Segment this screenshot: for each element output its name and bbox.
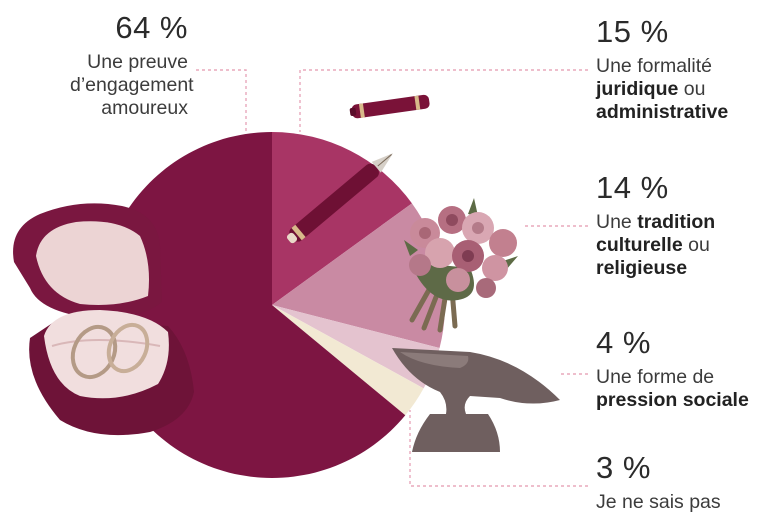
category-label: Une forme de pression sociale [596, 365, 749, 411]
value-label: 4 % [596, 325, 651, 360]
label-formalite: 15 % Une formalité juridique ou administ… [596, 14, 728, 124]
category-label: Une preuve d’engagement amoureux [70, 50, 194, 119]
fountain-pen-icon [286, 94, 430, 244]
ring-box-icon [13, 203, 195, 436]
value-label: 15 % [596, 14, 669, 49]
category-label: Je ne sais pas [596, 490, 721, 513]
label-nsp: 3 % Je ne sais pas [596, 450, 721, 514]
slice-tradition [272, 203, 445, 349]
value-label: 14 % [596, 170, 669, 205]
flower-bouquet-icon [404, 198, 518, 333]
category-label: Une formalité juridique ou administrativ… [596, 54, 729, 123]
callout-line [299, 69, 588, 132]
label-engagement: 64 % Une preuve d’engagement amoureux [70, 10, 194, 120]
callout-line [409, 410, 588, 487]
label-pression: 4 % Une forme de pression sociale [596, 325, 749, 412]
slice-nsp [272, 305, 424, 416]
slice-pression [272, 305, 440, 389]
value-label: 3 % [596, 450, 651, 485]
callout-line [196, 69, 247, 132]
anvil-icon [392, 348, 560, 452]
category-label: Une tradition culturelle ou religieuse [596, 210, 716, 279]
value-label: 64 % [115, 10, 188, 45]
label-tradition: 14 % Une tradition culturelle ou religie… [596, 170, 715, 280]
